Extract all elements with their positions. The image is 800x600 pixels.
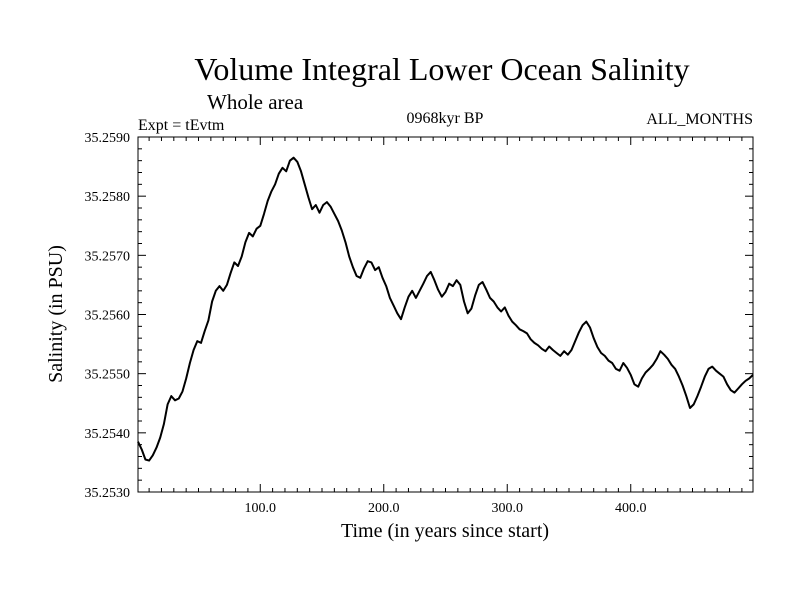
months-label: ALL_MONTHS	[646, 111, 753, 128]
period-label: 0968kyr BP	[407, 110, 484, 127]
x-tick-label: 400.0	[615, 501, 647, 516]
x-tick-label: 100.0	[245, 501, 277, 516]
x-axis-label: Time (in years since start)	[341, 520, 549, 542]
y-tick-label: 35.2590	[85, 131, 131, 146]
x-tick-label: 200.0	[368, 501, 400, 516]
y-tick-label: 35.2530	[85, 486, 131, 501]
plot-frame	[137, 136, 754, 493]
y-axis: 35.2530 35.2540 35.2550 35.2560 35.2570 35.25…	[85, 131, 753, 501]
y-tick-label: 35.2550	[85, 368, 131, 383]
experiment-label: Expt = tEvtm	[138, 117, 225, 134]
y-tick-label: 35.2580	[85, 190, 131, 205]
x-axis: 100.0 200.0 300.0 400.0	[148, 137, 743, 516]
chart-title: Volume Integral Lower Ocean Salinity	[194, 51, 689, 87]
x-tick-label: 300.0	[491, 501, 523, 516]
salinity-series-line	[137, 156, 754, 462]
y-axis-label: Salinity (in PSU)	[45, 245, 67, 383]
chart-subtitle: Whole area	[207, 90, 304, 114]
y-tick-label: 35.2540	[85, 427, 131, 442]
y-tick-label: 35.2570	[85, 249, 131, 264]
y-tick-label: 35.2560	[85, 309, 131, 324]
